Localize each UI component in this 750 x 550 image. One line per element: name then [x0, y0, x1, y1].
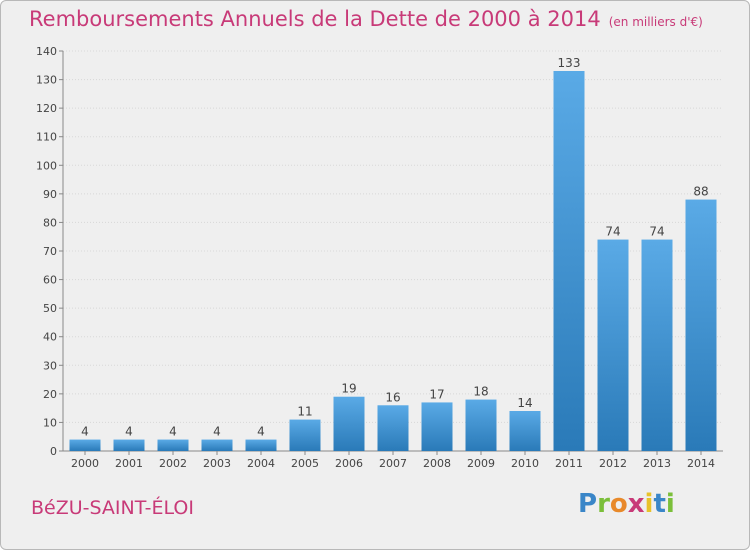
y-tick-label: 40 [43, 331, 57, 344]
x-tick-label: 2014 [687, 457, 715, 470]
proxiti-logo: Proxiti [578, 489, 675, 519]
x-tick-label: 2007 [379, 457, 407, 470]
data-label: 74 [605, 225, 620, 239]
bar [245, 439, 277, 451]
bar [685, 199, 717, 451]
data-label: 19 [341, 382, 356, 396]
y-tick-label: 70 [43, 245, 57, 258]
bar [113, 439, 145, 451]
bar [201, 439, 233, 451]
x-tick-label: 2004 [247, 457, 275, 470]
data-label: 18 [473, 385, 488, 399]
chart-title-text: Remboursements Annuels de la Dette de 20… [29, 7, 601, 31]
bar [333, 396, 365, 451]
y-tick-label: 20 [43, 388, 57, 401]
bar [597, 239, 629, 451]
chart-title: Remboursements Annuels de la Dette de 20… [29, 7, 703, 31]
data-label: 4 [81, 425, 89, 439]
y-tick-label: 0 [50, 445, 57, 458]
bar [421, 402, 453, 451]
x-tick-label: 2008 [423, 457, 451, 470]
y-tick-label: 80 [43, 216, 57, 229]
x-tick-label: 2006 [335, 457, 363, 470]
bar [465, 399, 497, 451]
y-tick-label: 130 [36, 74, 57, 87]
data-label: 4 [257, 425, 265, 439]
x-tick-label: 2002 [159, 457, 187, 470]
data-label: 4 [213, 425, 221, 439]
x-tick-label: 2005 [291, 457, 319, 470]
x-tick-label: 2011 [555, 457, 583, 470]
data-label: 74 [649, 225, 664, 239]
data-label: 133 [558, 56, 581, 70]
bar [641, 239, 673, 451]
x-tick-label: 2003 [203, 457, 231, 470]
chart-unit: (en milliers d'€) [608, 15, 703, 29]
data-label: 88 [693, 185, 708, 199]
bar [377, 405, 409, 451]
data-label: 4 [125, 425, 133, 439]
bar [289, 419, 321, 451]
y-tick-label: 30 [43, 359, 57, 372]
y-tick-label: 10 [43, 416, 57, 429]
data-label: 11 [297, 405, 312, 419]
y-tick-label: 110 [36, 131, 57, 144]
x-tick-label: 2000 [71, 457, 99, 470]
y-tick-label: 90 [43, 188, 57, 201]
bar [509, 411, 541, 451]
data-label: 4 [169, 425, 177, 439]
y-tick-label: 60 [43, 274, 57, 287]
bar [69, 439, 101, 451]
data-label: 14 [517, 396, 532, 410]
x-tick-label: 2010 [511, 457, 539, 470]
x-tick-label: 2001 [115, 457, 143, 470]
data-label: 17 [429, 387, 444, 401]
x-tick-label: 2013 [643, 457, 671, 470]
y-tick-label: 100 [36, 159, 57, 172]
bar [553, 71, 585, 451]
y-tick-label: 140 [36, 45, 57, 58]
bar [157, 439, 189, 451]
data-label: 16 [385, 390, 400, 404]
x-tick-label: 2009 [467, 457, 495, 470]
commune-name: BéZU-SAINT-ÉLOI [31, 497, 194, 519]
y-tick-label: 120 [36, 102, 57, 115]
y-tick-label: 50 [43, 302, 57, 315]
x-tick-label: 2012 [599, 457, 627, 470]
